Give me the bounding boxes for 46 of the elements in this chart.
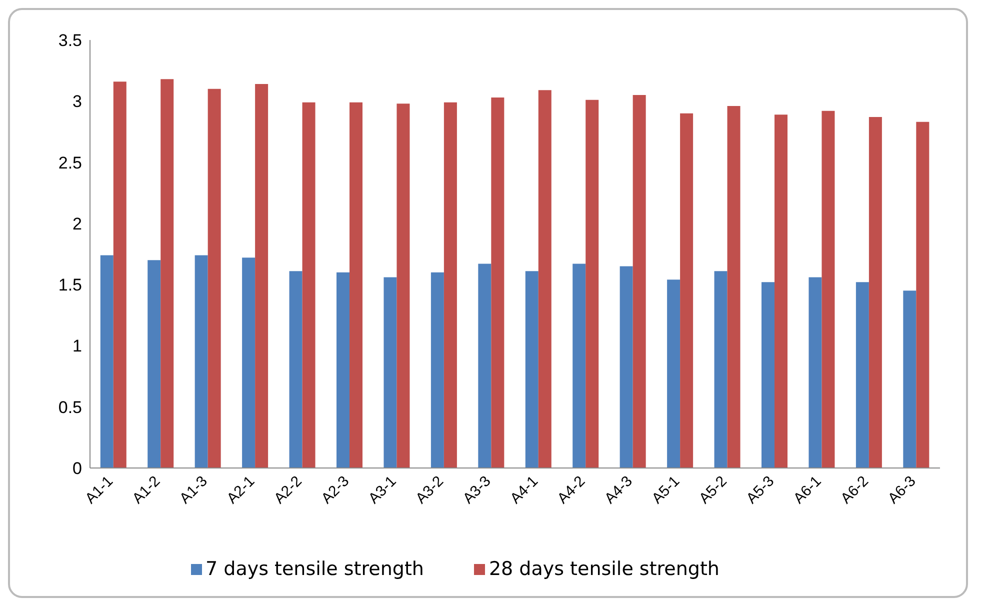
bar bbox=[774, 114, 788, 468]
bar bbox=[336, 272, 350, 468]
bar bbox=[572, 264, 586, 468]
bar bbox=[208, 88, 221, 468]
bar bbox=[727, 106, 740, 468]
bar bbox=[525, 271, 538, 468]
y-tick-label: 0.5 bbox=[58, 398, 82, 417]
bar bbox=[620, 266, 633, 468]
legend-label: 28 days tensile strength bbox=[488, 558, 720, 580]
bar bbox=[667, 280, 680, 468]
bar bbox=[586, 100, 599, 468]
bar bbox=[808, 277, 822, 468]
bar bbox=[242, 258, 256, 468]
bar bbox=[903, 290, 916, 468]
bar bbox=[113, 82, 126, 468]
bar bbox=[350, 102, 362, 468]
bar bbox=[822, 110, 835, 468]
bar bbox=[194, 255, 208, 468]
bar bbox=[762, 282, 774, 468]
y-tick-label: 3.5 bbox=[58, 31, 82, 50]
bar bbox=[856, 282, 869, 468]
bar bbox=[632, 95, 646, 468]
y-tick-label: 0 bbox=[72, 459, 82, 478]
bar bbox=[255, 84, 268, 468]
bar bbox=[160, 79, 174, 468]
y-tick-label: 2 bbox=[72, 214, 82, 234]
bar bbox=[302, 102, 316, 468]
bar bbox=[680, 113, 694, 468]
bar bbox=[714, 271, 728, 468]
legend-label: 7 days tensile strength bbox=[206, 558, 424, 580]
bar bbox=[916, 122, 930, 468]
bar bbox=[289, 271, 302, 468]
y-tick-label: 1.5 bbox=[58, 276, 82, 295]
bar bbox=[396, 104, 410, 468]
bar bbox=[538, 90, 552, 468]
bar bbox=[100, 255, 114, 468]
bar bbox=[478, 264, 492, 468]
bar bbox=[868, 117, 882, 468]
bar bbox=[491, 97, 504, 468]
bar bbox=[384, 277, 397, 468]
y-tick-label: 3 bbox=[72, 92, 82, 112]
y-tick-label: 2.5 bbox=[58, 153, 82, 172]
y-tick-label: 1 bbox=[72, 336, 82, 356]
bar bbox=[444, 102, 457, 468]
bar bbox=[430, 272, 444, 468]
bar bbox=[148, 260, 161, 468]
